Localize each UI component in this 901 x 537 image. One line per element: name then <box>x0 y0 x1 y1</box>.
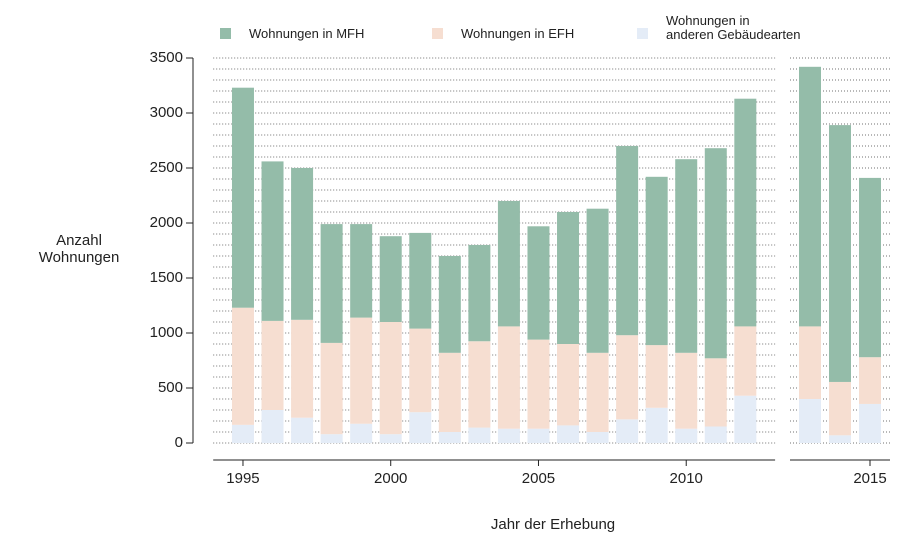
bar-segment <box>616 419 639 443</box>
bar-segment <box>320 224 343 343</box>
bar-segment <box>799 66 821 327</box>
bar-segment <box>799 399 821 443</box>
bar-segment <box>350 423 373 443</box>
y-tick-label: 1500 <box>150 269 183 286</box>
bar-segment <box>291 168 314 320</box>
bar-segment <box>557 212 580 344</box>
bar-segment <box>557 425 580 443</box>
bar-segment <box>675 352 698 429</box>
bar-segment <box>497 326 520 429</box>
bar-segment <box>291 319 314 418</box>
bar-segment <box>527 339 550 429</box>
bar-segment <box>497 428 520 443</box>
y-tick-label: 0 <box>175 434 183 451</box>
x-axis-label: Jahr der Erhebung <box>490 516 616 533</box>
bar-segment <box>704 358 727 427</box>
bar-segment <box>350 317 373 424</box>
legend-swatch <box>637 28 648 39</box>
bar-segment <box>231 307 254 425</box>
bar-segment <box>586 432 609 443</box>
bar-segment <box>799 326 821 399</box>
bar-segment <box>586 208 609 353</box>
bar-segment <box>409 328 432 413</box>
bar-segment <box>859 177 881 358</box>
bar-segment <box>438 352 461 432</box>
bar-segment <box>409 412 432 443</box>
bar-segment <box>829 435 851 443</box>
bar-segment <box>320 434 343 443</box>
bar-segment <box>829 381 851 436</box>
bar-segment <box>320 342 343 435</box>
bar-segment <box>734 98 757 327</box>
legend-label: Wohnungen in EFH <box>461 26 575 41</box>
bar-segment <box>438 256 461 353</box>
x-tick-label: 2015 <box>853 470 886 487</box>
bar-segment <box>675 159 698 353</box>
bar-segment <box>616 146 639 336</box>
y-tick-label: 2000 <box>150 214 183 231</box>
bar-segment <box>859 357 881 404</box>
bar-segment <box>645 176 668 346</box>
bar-segment <box>527 428 550 443</box>
bar-segment <box>586 352 609 432</box>
bar-segment <box>645 345 668 408</box>
bar-segment <box>616 335 639 420</box>
legend-swatch <box>432 28 443 39</box>
bar-segment <box>231 87 254 308</box>
y-tick-label: 3500 <box>150 49 183 66</box>
bar-segment <box>379 434 402 443</box>
bar-segment <box>231 424 254 443</box>
bar-segment <box>557 344 580 426</box>
y-tick-label: 2500 <box>150 159 183 176</box>
bar-segment <box>859 403 881 443</box>
bar-segment <box>379 236 402 322</box>
x-tick-label: 2010 <box>670 470 703 487</box>
bar-segment <box>350 224 373 318</box>
y-axis-label: Anzahl Wohnungen <box>38 232 120 266</box>
bar-segment <box>468 245 491 342</box>
bar-segment <box>497 201 520 327</box>
bar-segment <box>645 407 668 443</box>
x-tick-label: 2000 <box>374 470 407 487</box>
bar-segment <box>291 417 314 443</box>
bar-segment <box>468 341 491 428</box>
x-tick-label: 2005 <box>522 470 555 487</box>
bar-segment <box>468 427 491 443</box>
bar-segment <box>527 226 550 340</box>
bar-segment <box>438 432 461 443</box>
y-tick-label: 1000 <box>150 324 183 341</box>
bar-segment <box>734 395 757 443</box>
bar-segment <box>261 410 284 443</box>
bar-segment <box>704 426 727 443</box>
y-tick-label: 500 <box>158 379 183 396</box>
legend-label: Wohnungen in anderen Gebäudearten <box>666 13 801 42</box>
bar-segment <box>261 320 284 410</box>
y-tick-label: 3000 <box>150 104 183 121</box>
bar-segment <box>704 148 727 359</box>
bar-segment <box>675 428 698 443</box>
bar-segment <box>379 322 402 435</box>
bar-segment <box>829 125 851 382</box>
legend-label: Wohnungen in MFH <box>249 26 365 41</box>
x-tick-label: 1995 <box>226 470 259 487</box>
bar-segment <box>261 161 284 321</box>
legend-swatch <box>220 28 231 39</box>
bar-segment <box>409 232 432 329</box>
bar-segment <box>734 326 757 396</box>
